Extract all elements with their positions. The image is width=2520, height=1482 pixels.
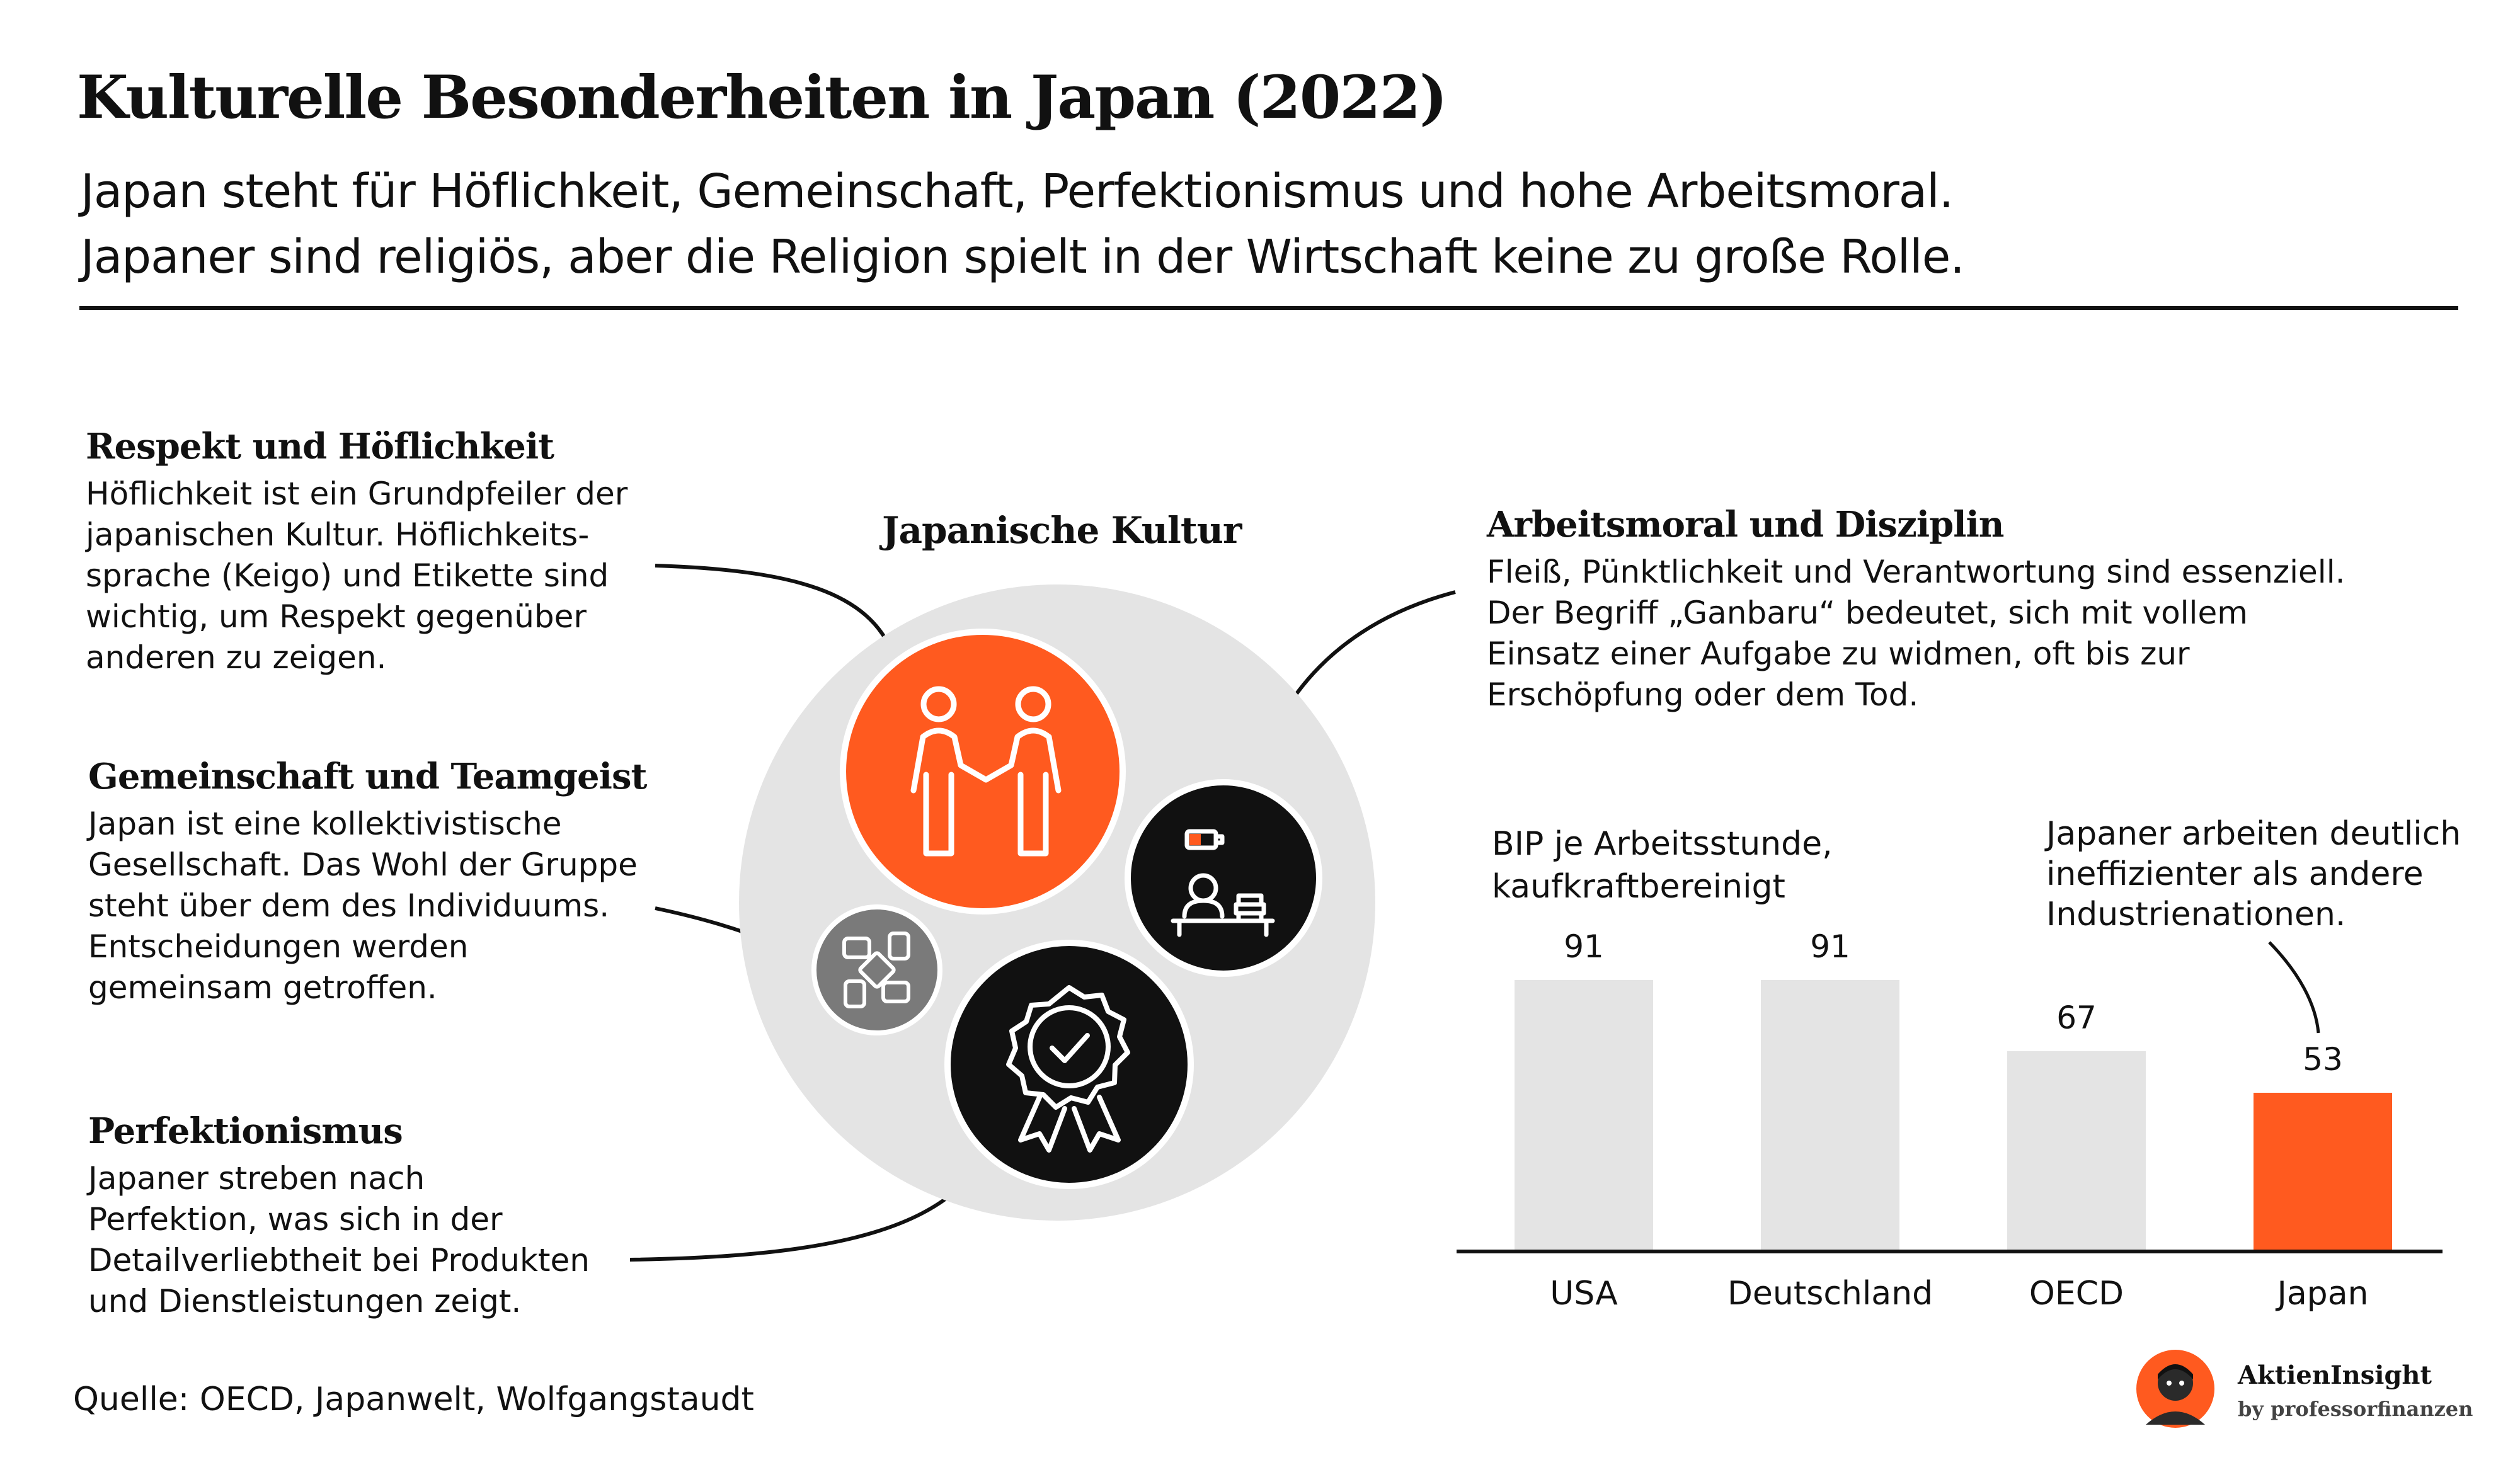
chart-title: BIP je Arbeitsstunde, kaufkraftbereinigt: [1492, 823, 1833, 908]
body-line: gemeinsam getroffen.: [88, 969, 437, 1006]
x-axis-line: [1457, 1250, 2443, 1253]
body-line: sprache (Keigo) und Etikette sind: [86, 557, 609, 594]
section-heading: Respekt und Höflichkeit: [86, 426, 554, 467]
section-gemeinschaft: Gemeinschaft und Teamgeist Japan ist ein…: [88, 756, 647, 1008]
body-line: Gesellschaft. Das Wohl der Gruppe: [88, 846, 638, 883]
brand-byline: by professorfinanzen: [2238, 1397, 2473, 1421]
page-title: Kulturelle Besonderheiten in Japan (2022…: [77, 63, 1448, 132]
bar-deutschland: [1761, 980, 1899, 1250]
annotation-line: Japaner arbeiten deutlich: [2046, 815, 2461, 853]
category-label: OECD: [2029, 1275, 2124, 1313]
page-subtitle: Japan steht für Höflichkeit, Gemeinschaf…: [81, 159, 1965, 290]
connector-respekt: [655, 564, 895, 656]
body-line: wichtig, um Respekt gegenüber: [86, 598, 587, 635]
brand-name: AktienInsight: [2238, 1360, 2432, 1390]
section-body: Fleiß, Pünktlichkeit und Verantwortung s…: [1487, 552, 2345, 715]
chart-title-line: kaufkraftbereinigt: [1492, 868, 1785, 906]
body-line: Der Begriff „Ganbaru“ bedeutet, sich mit…: [1487, 595, 2248, 631]
chart-annotation: Japaner arbeiten deutlich ineffizienter …: [2046, 814, 2461, 935]
category-label: Japan: [2277, 1275, 2369, 1313]
category-label: USA: [1550, 1275, 1618, 1313]
worker-desk-icon: [1125, 779, 1322, 977]
section-heading: Gemeinschaft und Teamgeist: [88, 756, 647, 797]
source-note: Quelle: OECD, Japanwelt, Wolfgangstaudt: [73, 1381, 754, 1418]
body-line: steht über dem des Individuums.: [88, 887, 610, 924]
subtitle-line: Japan steht für Höflichkeit, Gemeinschaf…: [81, 164, 1954, 219]
body-line: Japaner streben nach: [88, 1160, 425, 1197]
connector-chart-note: [2268, 941, 2320, 1034]
section-respekt: Respekt und Höflichkeit Höflichkeit ist …: [86, 426, 627, 678]
body-line: Detailverliebtheit bei Produkten: [88, 1242, 590, 1279]
body-line: Einsatz einer Aufgabe zu widmen, oft bis…: [1487, 636, 2190, 672]
body-line: anderen zu zeigen.: [86, 639, 387, 676]
teamwork-hands-icon: [811, 904, 942, 1035]
section-heading: Arbeitsmoral und Disziplin: [1487, 504, 2005, 545]
body-line: Japan ist eine kollektivistische: [88, 806, 562, 842]
chart-title-line: BIP je Arbeitsstunde,: [1492, 825, 1833, 863]
bar-japan: [2254, 1093, 2392, 1250]
header-divider: [79, 306, 2458, 310]
bar-value-label: 53: [2303, 1041, 2343, 1078]
bar-oecd: [2007, 1051, 2146, 1250]
body-line: Erschöpfung oder dem Tod.: [1487, 676, 1919, 713]
body-line: Fleiß, Pünktlichkeit und Verantwortung s…: [1487, 554, 2345, 590]
section-perfektionismus: Perfektionismus Japaner streben nach Per…: [88, 1110, 590, 1322]
body-line: Höflichkeit ist ein Grundpfeiler der: [86, 476, 628, 512]
brand-avatar: [2136, 1350, 2214, 1428]
annotation-line: ineffizienter als andere: [2046, 855, 2424, 893]
body-line: und Dienstleistungen zeigt.: [88, 1283, 522, 1320]
handshake-icon: [840, 629, 1126, 915]
subtitle-line: Japaner sind religiös, aber die Religion…: [81, 230, 1965, 284]
bar-usa: [1515, 980, 1653, 1250]
body-line: japanischen Kultur. Höflichkeits-: [86, 516, 590, 553]
bar-value-label: 91: [1810, 928, 1850, 965]
body-line: Entscheidungen werden: [88, 928, 469, 965]
bar-value-label: 67: [2056, 1000, 2097, 1036]
section-body: Höflichkeit ist ein Grundpfeiler der jap…: [86, 474, 627, 678]
annotation-line: Industrienationen.: [2046, 896, 2346, 933]
section-heading: Perfektionismus: [88, 1110, 403, 1152]
body-line: Perfektion, was sich in der: [88, 1201, 503, 1238]
section-body: Japaner streben nach Perfektion, was sic…: [88, 1158, 590, 1322]
section-body: Japan ist eine kollektivistische Gesells…: [88, 804, 646, 1008]
illustration-label: Japanische Kultur: [882, 509, 1242, 552]
category-label: Deutschland: [1727, 1275, 1933, 1313]
section-arbeitsmoral: Arbeitsmoral und Disziplin Fleiß, Pünktl…: [1487, 504, 2345, 715]
bar-value-label: 91: [1564, 928, 1604, 965]
quality-badge-icon: [944, 940, 1194, 1189]
